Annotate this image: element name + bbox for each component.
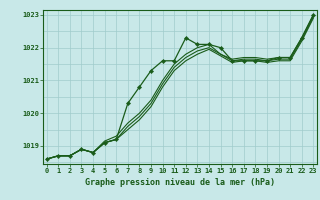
X-axis label: Graphe pression niveau de la mer (hPa): Graphe pression niveau de la mer (hPa) bbox=[85, 178, 275, 187]
